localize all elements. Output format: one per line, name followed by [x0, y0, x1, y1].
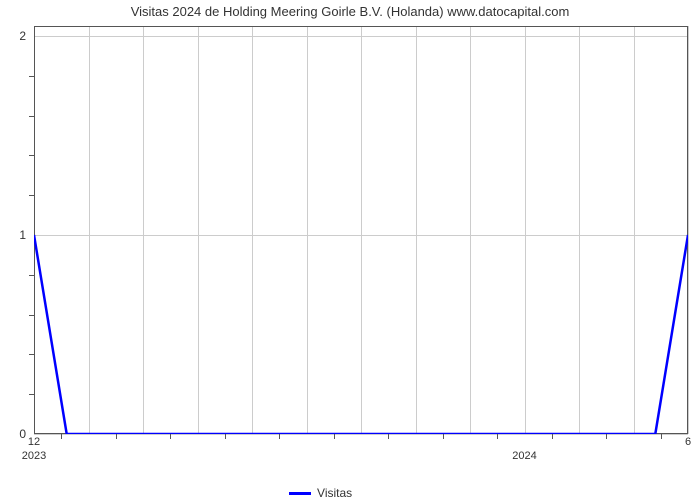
series-line — [34, 26, 688, 434]
x-tick-year-label: 2024 — [512, 450, 536, 462]
chart-title: Visitas 2024 de Holding Meering Goirle B… — [0, 4, 700, 19]
y-tick-label: 1 — [19, 228, 26, 242]
chart-plot-area: 01212620232024 — [34, 26, 688, 434]
x-minor-tick — [170, 434, 171, 439]
x-minor-tick — [61, 434, 62, 439]
x-tick-month-label: 12 — [28, 436, 40, 448]
x-minor-tick — [334, 434, 335, 439]
x-tick-month-label: 6 — [685, 436, 691, 448]
x-minor-tick — [497, 434, 498, 439]
x-minor-tick — [661, 434, 662, 439]
chart-legend: Visitas — [289, 486, 352, 500]
gridline-horizontal — [34, 434, 688, 435]
legend-label: Visitas — [317, 486, 352, 500]
x-tick-year-label: 2023 — [22, 450, 46, 462]
x-minor-tick — [606, 434, 607, 439]
x-minor-tick — [279, 434, 280, 439]
gridline-vertical — [688, 26, 689, 434]
x-minor-tick — [552, 434, 553, 439]
x-minor-tick — [116, 434, 117, 439]
x-minor-tick — [443, 434, 444, 439]
y-tick-label: 2 — [19, 29, 26, 43]
legend-swatch — [289, 492, 311, 495]
x-minor-tick — [388, 434, 389, 439]
x-minor-tick — [225, 434, 226, 439]
y-tick-label: 0 — [19, 427, 26, 441]
